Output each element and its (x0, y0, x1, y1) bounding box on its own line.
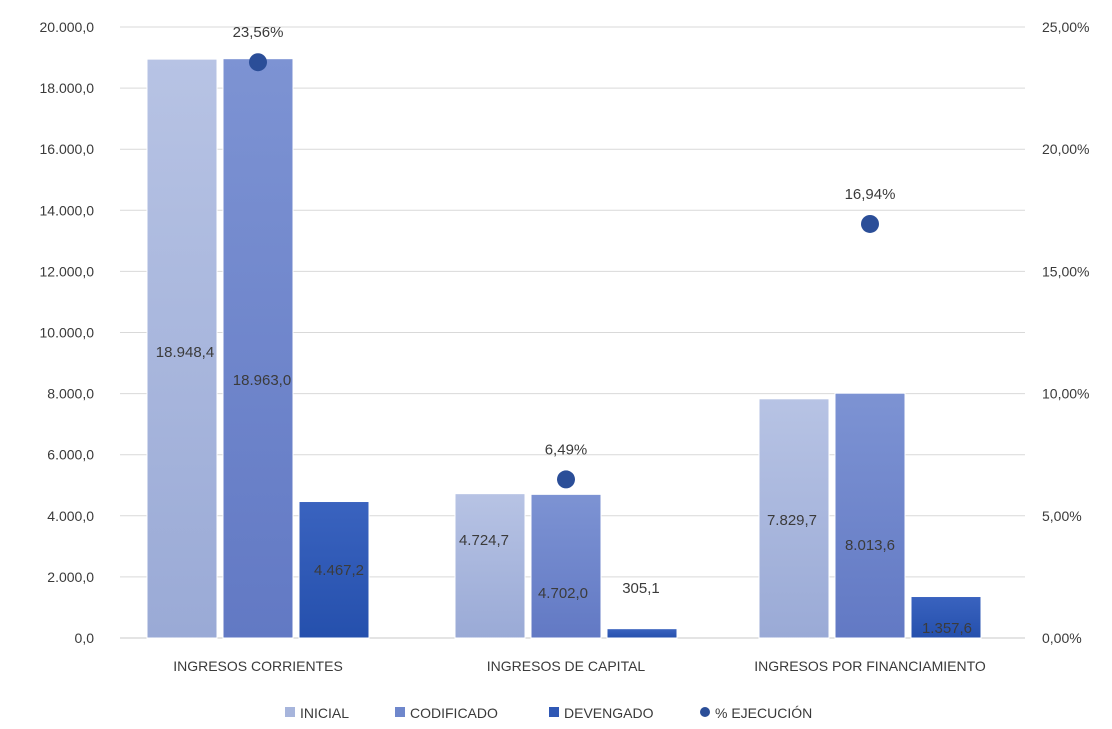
bar (834, 392, 906, 639)
legend-swatch (549, 707, 559, 717)
bar-value-labels: 18.948,4 18.963,0 4.467,2 4.724,7 4.702,0 305… (156, 344, 972, 637)
bar (146, 58, 218, 639)
bars (146, 58, 982, 639)
legend-label: DEVENGADO (564, 705, 654, 721)
y-tick-label: 18.000,0 (40, 80, 95, 96)
y-tick-label: 4.000,0 (47, 508, 94, 524)
legend: INICIAL CODIFICADO DEVENGADO % EJECUCIÓN (285, 705, 812, 721)
legend-swatch (700, 707, 710, 717)
y2-tick-label: 20,00% (1042, 141, 1089, 157)
bar-value-label: 8.013,6 (845, 537, 895, 554)
y2-tick-label: 0,00% (1042, 630, 1082, 646)
y2-tick-label: 15,00% (1042, 263, 1089, 279)
percent-point (861, 214, 879, 233)
bar (758, 398, 830, 639)
y2-tick-label: 10,00% (1042, 386, 1089, 402)
bar-value-label: 18.963,0 (233, 372, 291, 389)
x-tick-label: INGRESOS DE CAPITAL (487, 658, 646, 674)
bar (222, 58, 294, 639)
bar-value-label: 4.724,7 (459, 532, 509, 549)
legend-swatch (395, 707, 405, 717)
x-axis: INGRESOS CORRIENTES INGRESOS DE CAPITAL IN… (173, 658, 986, 674)
percent-label: 23,56% (233, 24, 284, 41)
y-tick-label: 20.000,0 (40, 19, 95, 35)
percent-points: 23,56% 6,49% 16,94% (233, 24, 896, 489)
percent-point (249, 53, 267, 72)
bar (454, 493, 526, 639)
legend-label: INICIAL (300, 705, 349, 721)
bar-value-label: 18.948,4 (156, 344, 214, 361)
y-tick-label: 2.000,0 (47, 569, 94, 585)
y-tick-label: 6.000,0 (47, 447, 94, 463)
bar (298, 501, 370, 639)
y-tick-label: 10.000,0 (40, 325, 95, 341)
percent-label: 6,49% (545, 441, 588, 458)
y-tick-label: 14.000,0 (40, 202, 95, 218)
bar-value-label: 7.829,7 (767, 512, 817, 529)
y-tick-label: 0,0 (75, 630, 95, 646)
y-tick-label: 8.000,0 (47, 386, 94, 402)
y-tick-label: 12.000,0 (40, 263, 95, 279)
y2-tick-label: 5,00% (1042, 508, 1082, 524)
bar-value-label: 1.357,6 (922, 620, 972, 637)
bar (530, 493, 602, 639)
legend-swatch (285, 707, 295, 717)
y-tick-label: 16.000,0 (40, 141, 95, 157)
legend-label: % EJECUCIÓN (715, 705, 812, 721)
percent-label: 16,94% (845, 186, 896, 203)
bar (606, 628, 678, 639)
bar-value-label: 305,1 (622, 580, 660, 597)
bar-value-label: 4.467,2 (314, 562, 364, 579)
bar (910, 596, 982, 639)
right-axis: 0,00% 5,00% 10,00% 15,00% 20,00% 25,00% (1042, 19, 1089, 646)
percent-point (557, 470, 575, 489)
y2-tick-label: 25,00% (1042, 19, 1089, 35)
x-tick-label: INGRESOS CORRIENTES (173, 658, 343, 674)
bar-value-label: 4.702,0 (538, 585, 588, 602)
legend-label: CODIFICADO (410, 705, 498, 721)
x-tick-label: INGRESOS POR FINANCIAMIENTO (754, 658, 986, 674)
left-axis: 0,0 2.000,0 4.000,0 6.000,0 8.000,0 10.000,0 1… (40, 19, 95, 646)
